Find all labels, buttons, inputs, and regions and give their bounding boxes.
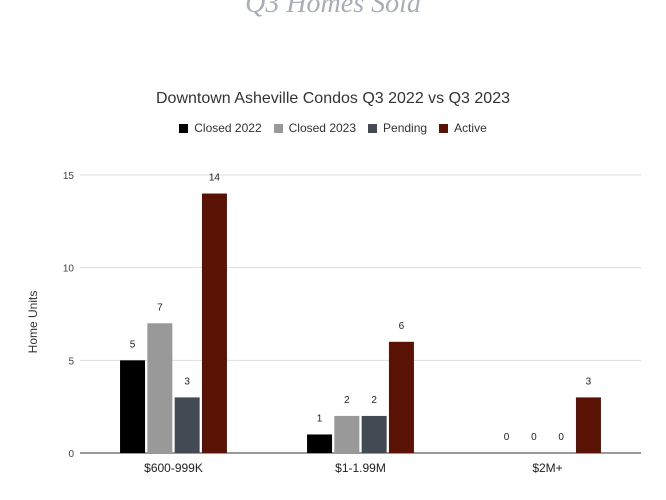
- data-label: 0: [504, 432, 510, 443]
- bar: [174, 397, 200, 453]
- legend-swatch: [439, 123, 449, 133]
- bar: [307, 434, 333, 453]
- bar: [147, 323, 173, 453]
- legend-item-pending[interactable]: Pending: [368, 121, 427, 135]
- data-label: 0: [558, 432, 564, 443]
- bar: [388, 341, 414, 453]
- x-tick-label: $2M+: [532, 461, 562, 475]
- y-tick-label: 10: [63, 264, 75, 275]
- legend-label: Active: [454, 121, 487, 135]
- data-label: 7: [157, 302, 163, 313]
- data-label: 3: [586, 376, 592, 387]
- data-label: 5: [130, 339, 136, 350]
- x-tick-label: $1-1.99M: [335, 461, 386, 475]
- legend-item-active[interactable]: Active: [439, 121, 487, 135]
- legend-label: Closed 2022: [194, 121, 262, 135]
- y-tick-label: 0: [68, 449, 74, 460]
- data-label: 1: [317, 413, 323, 424]
- legend-label: Pending: [383, 121, 428, 135]
- x-tick-label: $600-999K: [144, 461, 203, 475]
- bar: [334, 415, 360, 453]
- y-tick-label: 15: [63, 171, 75, 182]
- chart-title: Downtown Asheville Condos Q3 2022 vs Q3 …: [156, 90, 510, 107]
- bar: [120, 360, 146, 453]
- page-heading: Q3 Homes Sold: [245, 0, 421, 19]
- legend-label: Closed 2023: [288, 121, 357, 135]
- data-label: 14: [209, 173, 221, 184]
- data-label: 3: [184, 376, 190, 387]
- y-tick-label: 5: [68, 356, 74, 367]
- legend-swatch: [273, 123, 283, 133]
- legend-item-closed-2022[interactable]: Closed 2022: [179, 121, 262, 135]
- legend-item-closed-2023[interactable]: Closed 2023: [273, 121, 357, 135]
- chart-legend: Closed 2022 Closed 2023 Pending Active: [0, 121, 666, 135]
- bar: [201, 193, 227, 454]
- legend-swatch: [179, 123, 189, 133]
- bar: [361, 415, 387, 453]
- data-label: 0: [531, 432, 537, 443]
- data-label: 2: [371, 395, 377, 406]
- data-label: 6: [399, 321, 405, 332]
- bar: [575, 397, 601, 453]
- legend-swatch: [368, 123, 378, 133]
- data-label: 2: [344, 395, 350, 406]
